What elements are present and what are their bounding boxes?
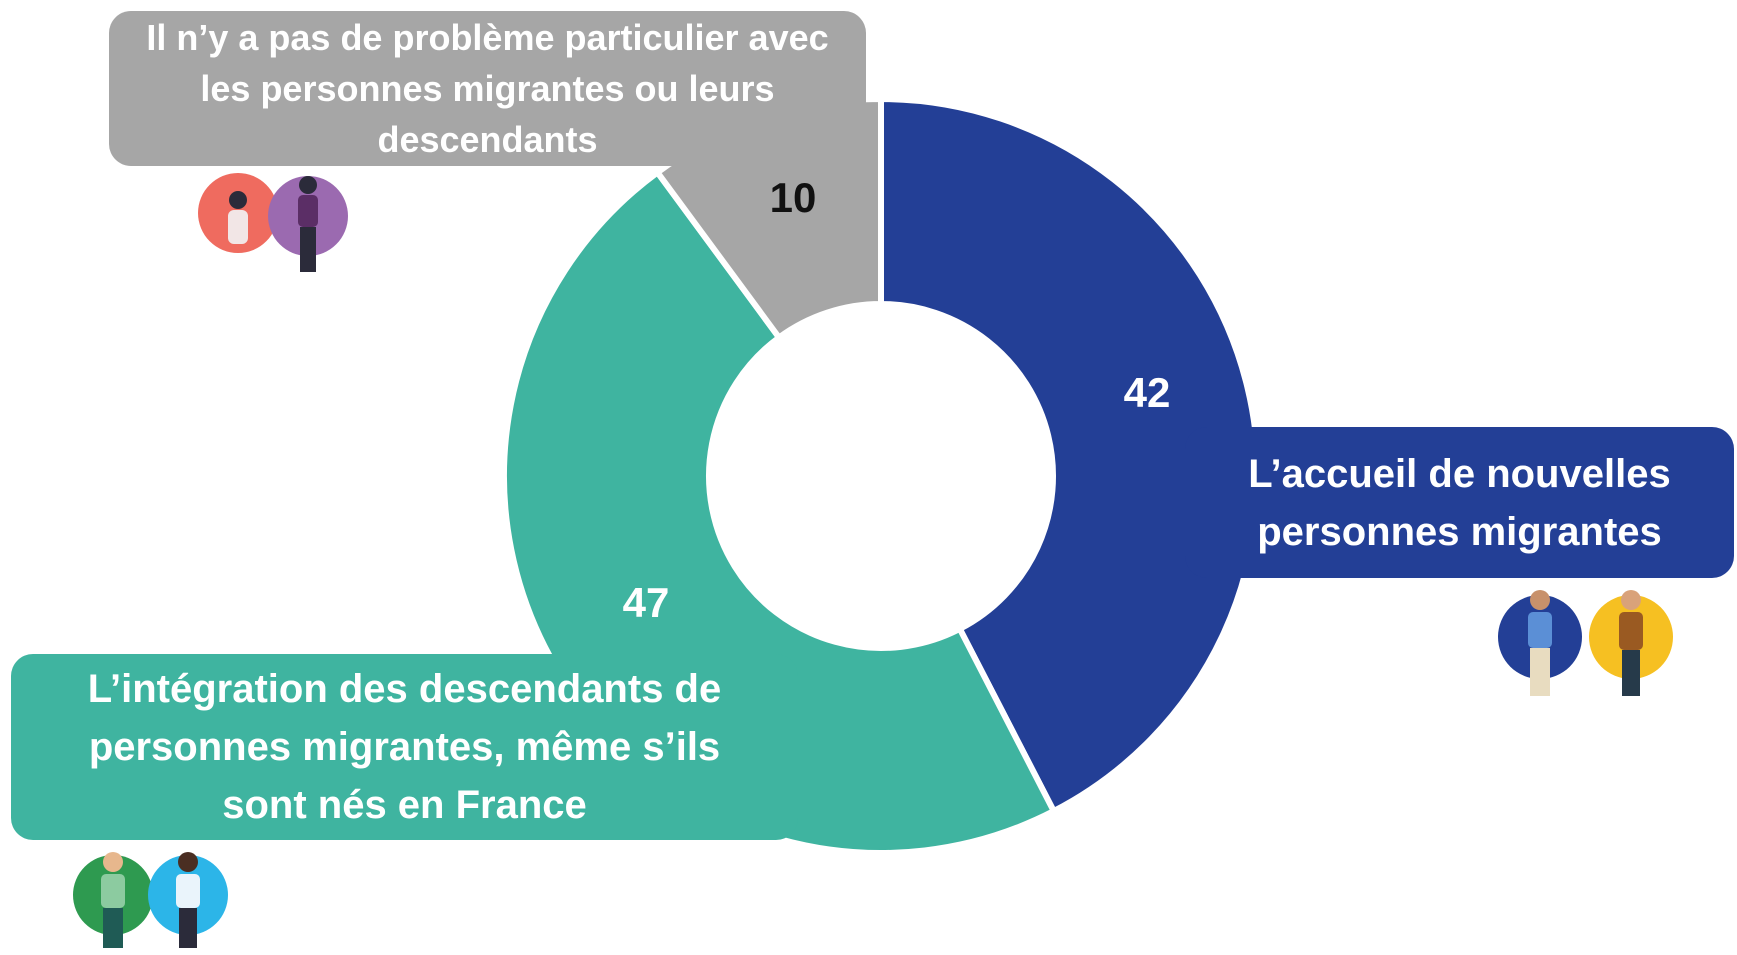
category-label: L’accueil de nouvelles personnes migrant… [1185, 427, 1734, 578]
page: L’accueil de nouvelles personnes migrant… [0, 0, 1737, 955]
category-label: L’intégration des descendants de personn… [11, 654, 798, 840]
category-label: Il n’y a pas de problème particulier ave… [109, 11, 866, 166]
